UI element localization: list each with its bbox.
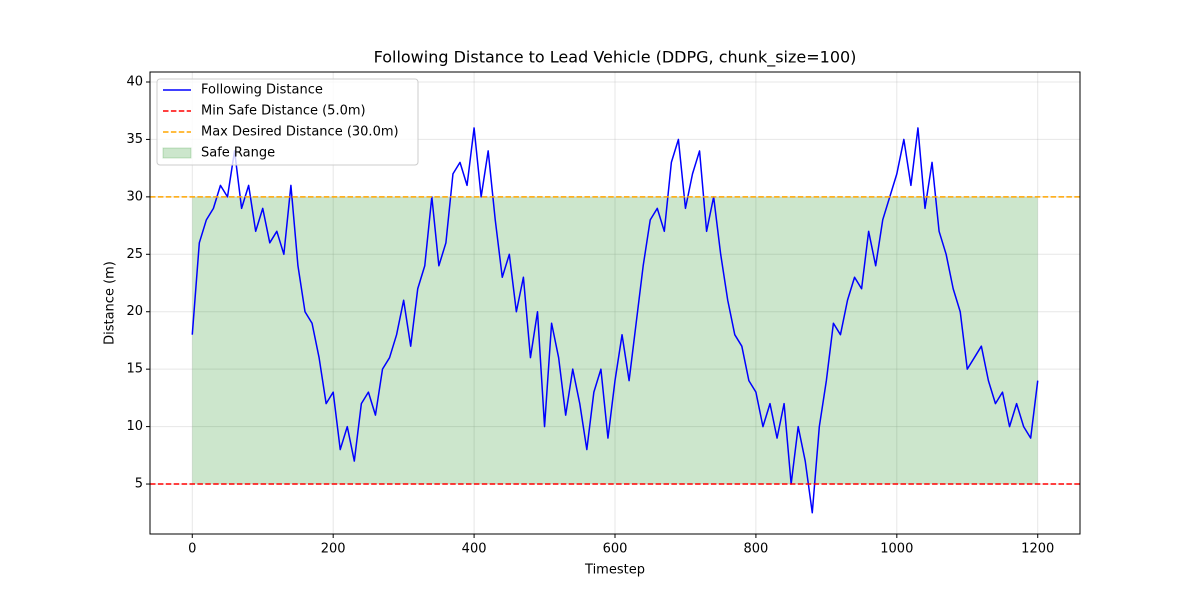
y-axis-label: Distance (m) bbox=[103, 261, 118, 345]
y-tick-label: 25 bbox=[126, 247, 143, 262]
y-tick-label: 5 bbox=[135, 477, 143, 492]
legend: Following Distance Min Safe Distance (5.0… bbox=[156, 78, 419, 166]
x-axis-label: Timestep bbox=[584, 563, 645, 578]
y-tick-label: 30 bbox=[126, 189, 143, 204]
plot-frame bbox=[149, 71, 1081, 535]
y-tick-label: 15 bbox=[126, 362, 143, 377]
legend-box bbox=[156, 78, 419, 166]
y-tick-label: 10 bbox=[126, 419, 143, 434]
legend-label: Following Distance bbox=[201, 83, 323, 98]
x-tick-label: 1200 bbox=[1021, 542, 1054, 557]
legend-swatch bbox=[162, 147, 192, 159]
x-tick-label: 800 bbox=[743, 542, 768, 557]
y-tick-label: 40 bbox=[126, 74, 143, 89]
x-tick-label: 400 bbox=[462, 542, 487, 557]
x-tick-label: 0 bbox=[188, 542, 196, 557]
legend-label: Min Safe Distance (5.0m) bbox=[201, 104, 366, 119]
legend-label: Max Desired Distance (30.0m) bbox=[201, 125, 399, 140]
data-line bbox=[191, 127, 1039, 514]
x-tick-label: 1000 bbox=[880, 542, 913, 557]
legend-label: Safe Range bbox=[201, 146, 275, 161]
x-tick-label: 200 bbox=[321, 542, 346, 557]
y-tick-label: 35 bbox=[126, 132, 143, 147]
x-tick-label: 600 bbox=[603, 542, 628, 557]
safe-range bbox=[192, 196, 1038, 485]
y-tick-label: 20 bbox=[126, 304, 143, 319]
chart-title: Following Distance to Lead Vehicle (DDPG… bbox=[374, 48, 857, 68]
